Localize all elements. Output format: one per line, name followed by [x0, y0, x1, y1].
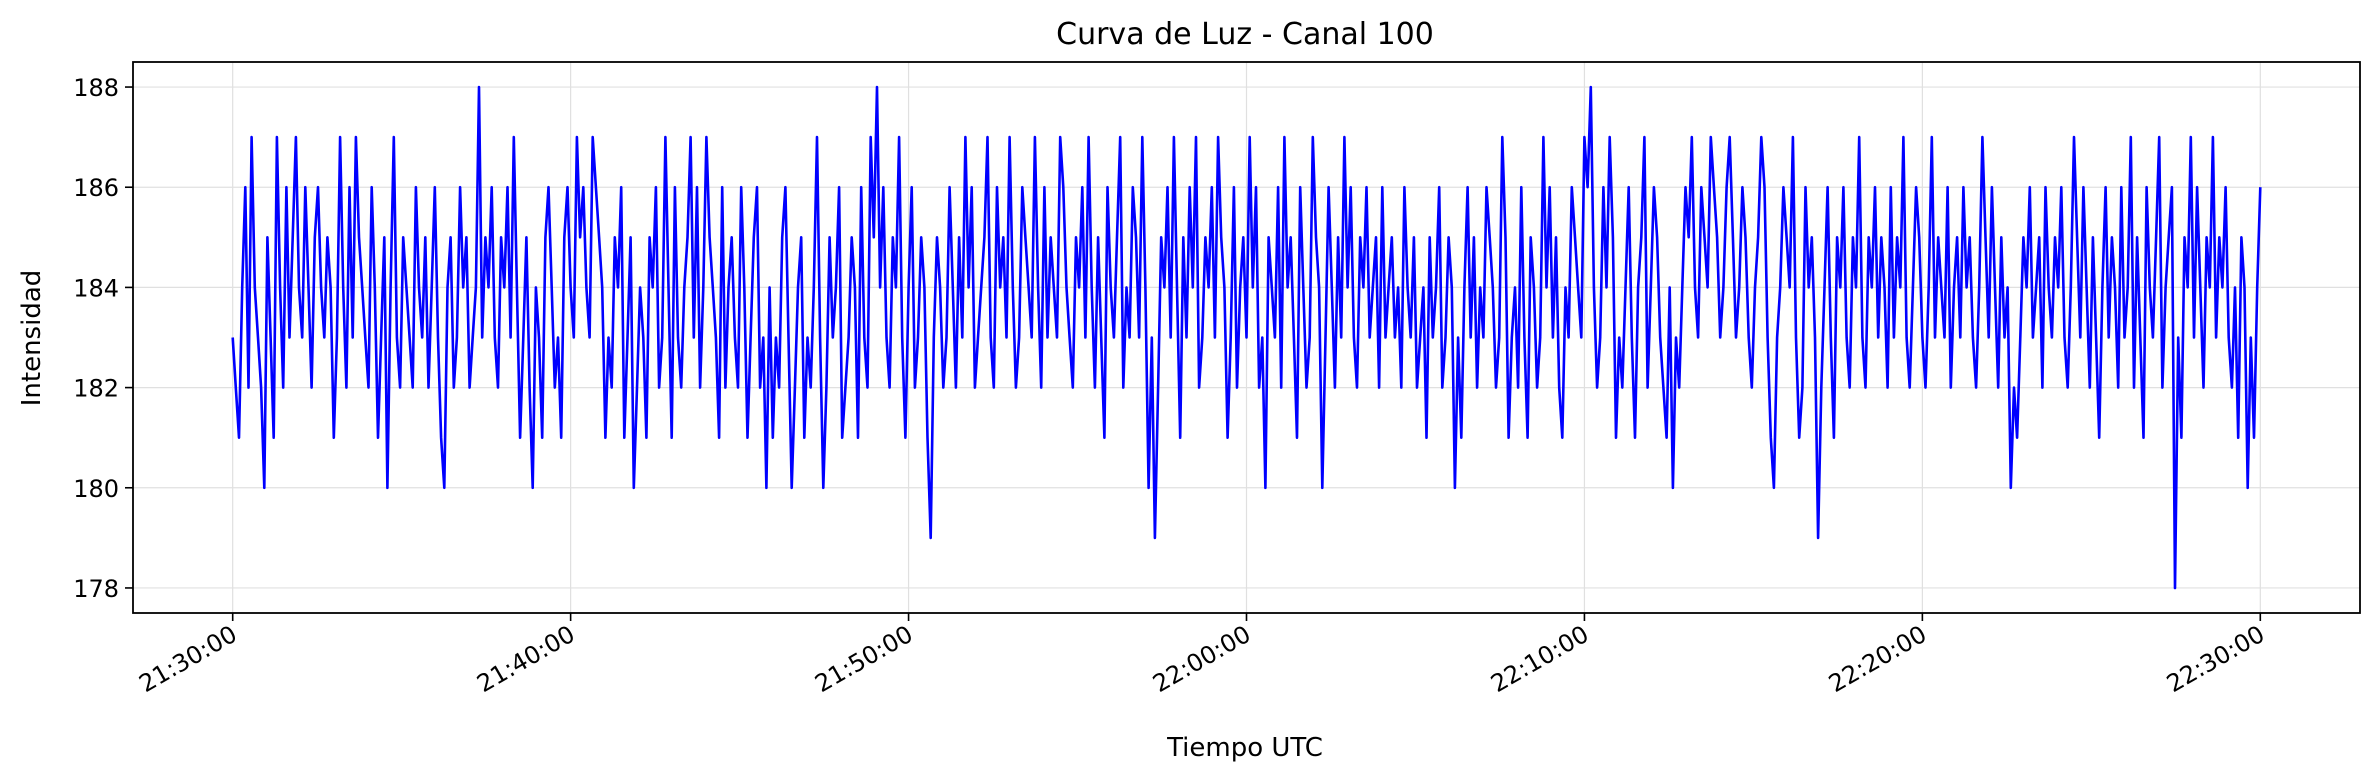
y-axis-label: Intensidad: [17, 270, 47, 407]
y-axis: 178 180 182 184 186 188: [73, 74, 133, 603]
chart-title: Curva de Luz - Canal 100: [1056, 17, 1434, 52]
x-tick-label: 21:50:00: [810, 620, 917, 698]
series-line: [231, 85, 2262, 590]
x-tick-label: 21:40:00: [472, 620, 579, 698]
y-tick-label: 188: [73, 74, 119, 102]
y-tick-label: 186: [73, 174, 119, 202]
x-tick-label: 22:00:00: [1148, 620, 1255, 698]
y-tick-label: 182: [73, 375, 119, 403]
y-tick-label: 184: [73, 274, 119, 302]
y-tick-label: 178: [73, 575, 119, 603]
y-tick-label: 180: [73, 475, 119, 503]
series-group: [231, 85, 2262, 590]
x-tick-label: 22:30:00: [2162, 620, 2269, 698]
x-axis: 21:30:00 21:40:00 21:50:00 22:00:00 22:10:00…: [134, 613, 2269, 698]
x-tick-label: 22:10:00: [1486, 620, 1593, 698]
x-tick-label: 22:20:00: [1824, 620, 1931, 698]
x-tick-label: 21:30:00: [134, 620, 241, 698]
x-axis-label: Tiempo UTC: [1166, 733, 1323, 763]
